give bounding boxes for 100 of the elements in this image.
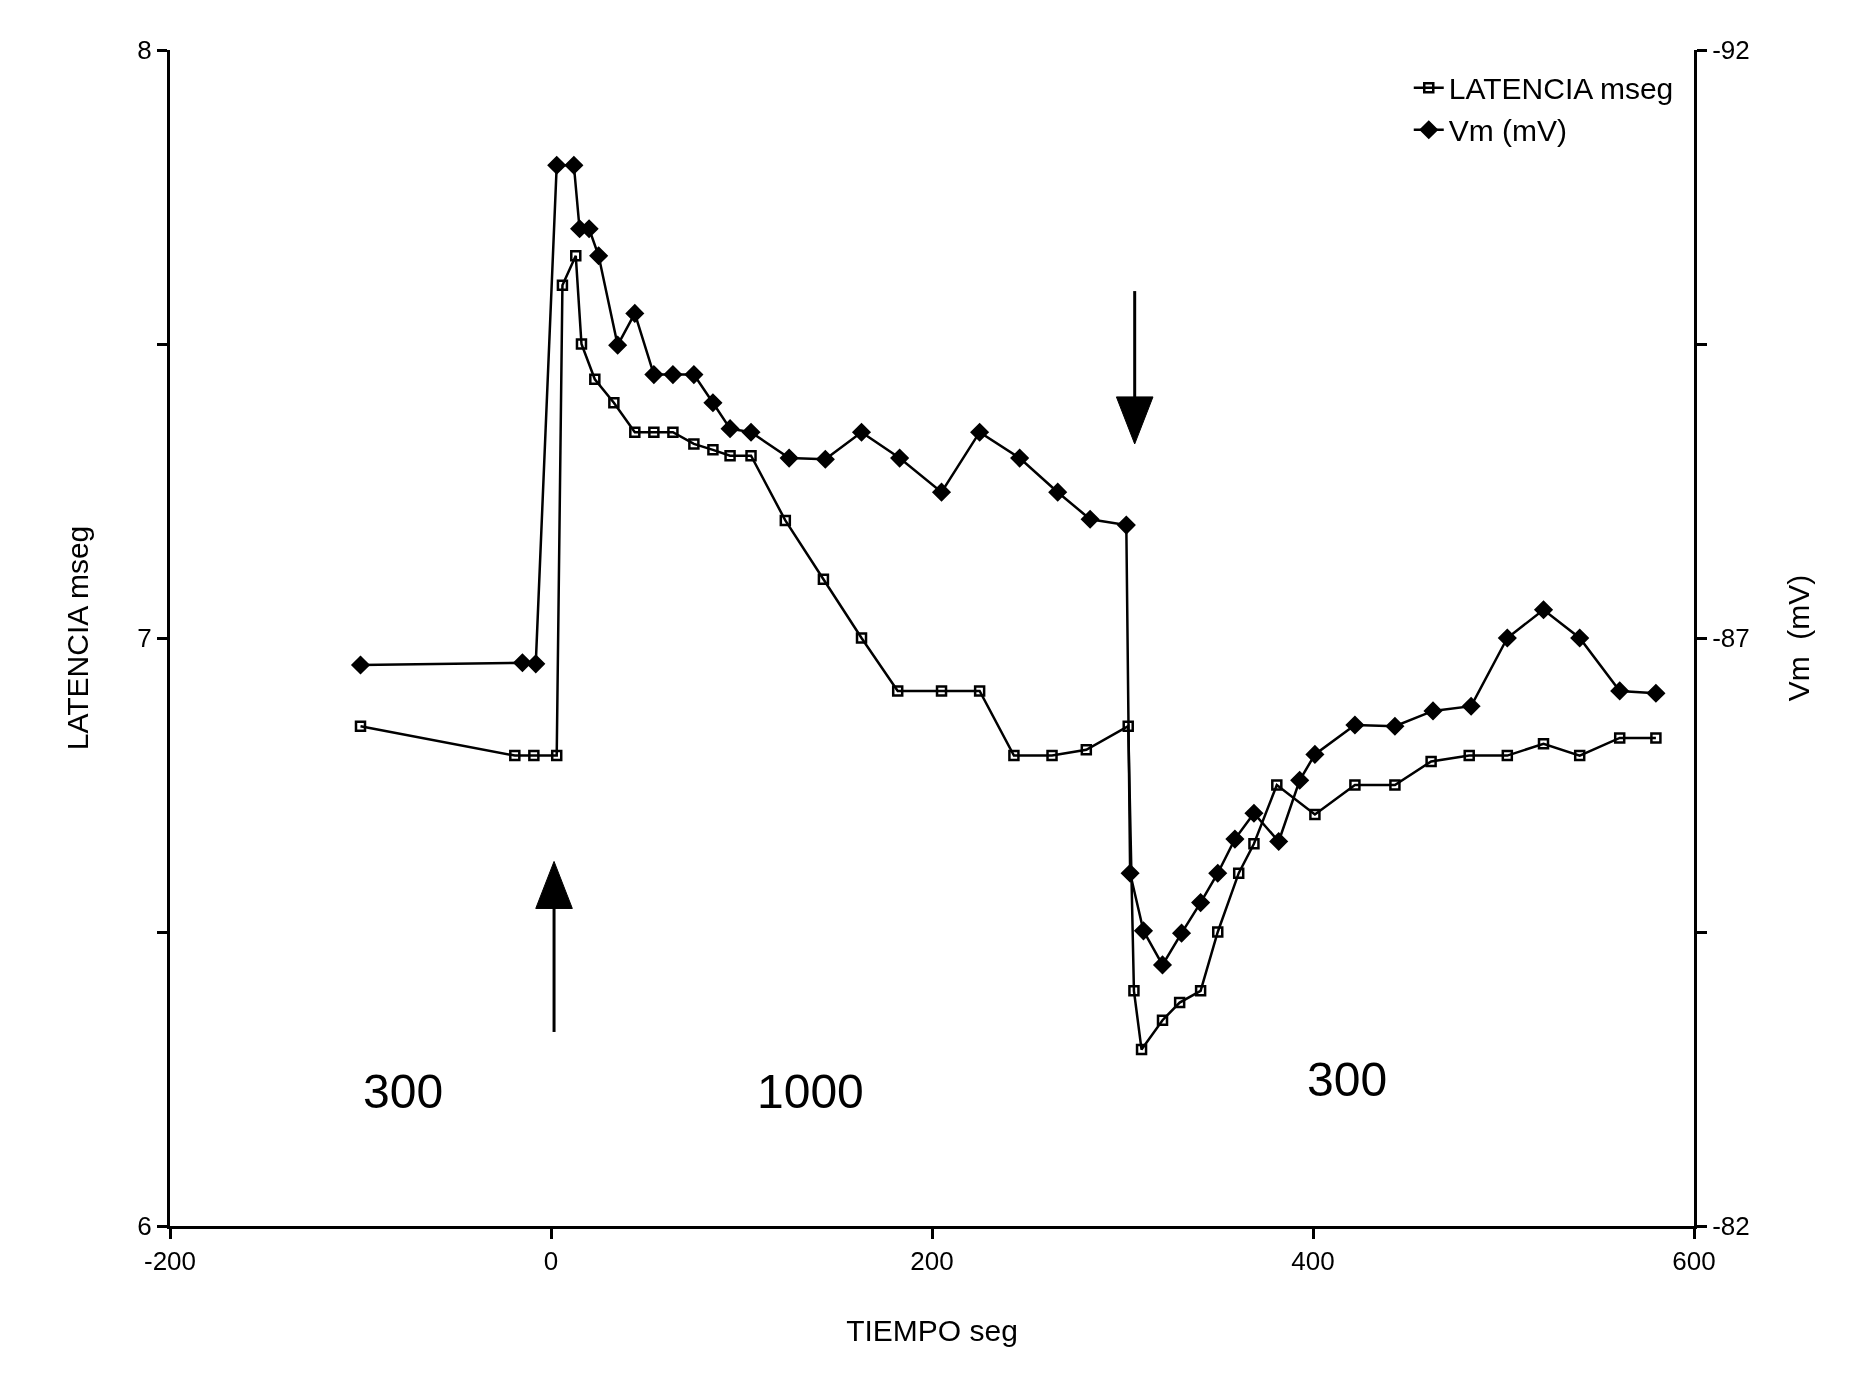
point: [1008, 749, 1020, 762]
point: [817, 573, 830, 585]
point: [1134, 921, 1153, 940]
point: [1232, 867, 1245, 879]
point: [513, 653, 532, 672]
point: [970, 423, 989, 442]
point: [1570, 628, 1589, 648]
point: [1290, 771, 1309, 790]
point: [724, 449, 736, 462]
point: [703, 393, 722, 412]
point: [629, 426, 641, 438]
point: [1122, 720, 1134, 732]
y2-tick-label: -92: [1712, 35, 1750, 66]
point: [1305, 745, 1324, 764]
point: [688, 438, 700, 450]
point: [589, 246, 608, 265]
annotation: 1000: [757, 1065, 864, 1118]
point: [1208, 864, 1227, 883]
point: [1501, 749, 1514, 762]
point: [589, 373, 601, 386]
point: [780, 449, 799, 468]
point: [1212, 926, 1224, 938]
point: [1425, 755, 1437, 768]
x-tick-label: 400: [1291, 1246, 1335, 1277]
point: [1349, 779, 1361, 791]
x-tick-label: -200: [143, 1246, 197, 1277]
point: [625, 304, 644, 323]
point: [932, 483, 951, 502]
point: [1463, 749, 1475, 762]
point: [1269, 832, 1288, 851]
y-tick-label: 8: [137, 35, 152, 66]
point: [1462, 697, 1481, 716]
point: [1172, 924, 1191, 943]
point: [890, 449, 909, 468]
point: [570, 250, 582, 262]
point: [1248, 838, 1260, 850]
y-axis-title: LATENCIA mseg: [61, 525, 95, 751]
point: [1010, 449, 1029, 468]
point: [721, 419, 740, 438]
point: [745, 449, 757, 462]
point: [684, 365, 703, 384]
point: [667, 426, 679, 438]
point: [1048, 483, 1067, 502]
point: [1244, 804, 1263, 823]
point: [1135, 1043, 1148, 1056]
point: [354, 720, 367, 732]
point: [1389, 779, 1401, 791]
point: [1610, 681, 1629, 700]
point: [608, 397, 620, 409]
point: [855, 632, 868, 644]
point: [1345, 715, 1364, 735]
point: [1613, 732, 1626, 744]
point: [1385, 717, 1404, 736]
point: [556, 279, 569, 291]
point: [1573, 749, 1586, 762]
point: [891, 685, 904, 697]
point: [1117, 516, 1136, 535]
legend-label: LATENCIA mseg: [1448, 72, 1674, 106]
x-tick-label: 200: [910, 1246, 954, 1277]
point: [852, 423, 871, 442]
point: [1080, 743, 1093, 756]
point: [707, 444, 719, 456]
annotation: 300: [363, 1065, 444, 1118]
point: [1225, 830, 1244, 849]
point: [1173, 996, 1186, 1009]
point: [741, 423, 761, 442]
point: [1191, 893, 1210, 912]
point: [1194, 985, 1207, 997]
point: [663, 365, 682, 384]
point: [1498, 628, 1517, 648]
point: [1121, 864, 1140, 883]
annotation: 300: [1307, 1053, 1388, 1106]
point: [1081, 510, 1100, 529]
point: [1153, 955, 1172, 974]
point: [526, 654, 545, 673]
x-axis-title: TIEMPO seg: [846, 1313, 1018, 1347]
point: [1646, 684, 1665, 703]
x-tick-label: 600: [1672, 1246, 1716, 1277]
point: [816, 450, 835, 469]
point: [1537, 738, 1550, 750]
y2-tick-label: -82: [1712, 1211, 1750, 1242]
point: [509, 749, 521, 762]
legend-label: Vm (mV): [1448, 114, 1568, 148]
point: [575, 338, 588, 350]
point: [528, 749, 540, 762]
point: [779, 514, 792, 527]
point: [1534, 600, 1553, 619]
point: [1046, 749, 1058, 762]
y2-tick-label: -87: [1712, 623, 1750, 654]
y2-axis-title: Vm (mV): [1782, 574, 1816, 702]
point: [1650, 732, 1662, 744]
point: [648, 426, 660, 438]
point: [644, 365, 663, 384]
point: [1309, 808, 1321, 821]
point: [1271, 779, 1283, 791]
point: [1423, 701, 1443, 720]
y-tick-label: 7: [137, 623, 152, 654]
point: [351, 656, 370, 675]
y-tick-label: 6: [137, 1211, 152, 1242]
point: [973, 685, 986, 697]
